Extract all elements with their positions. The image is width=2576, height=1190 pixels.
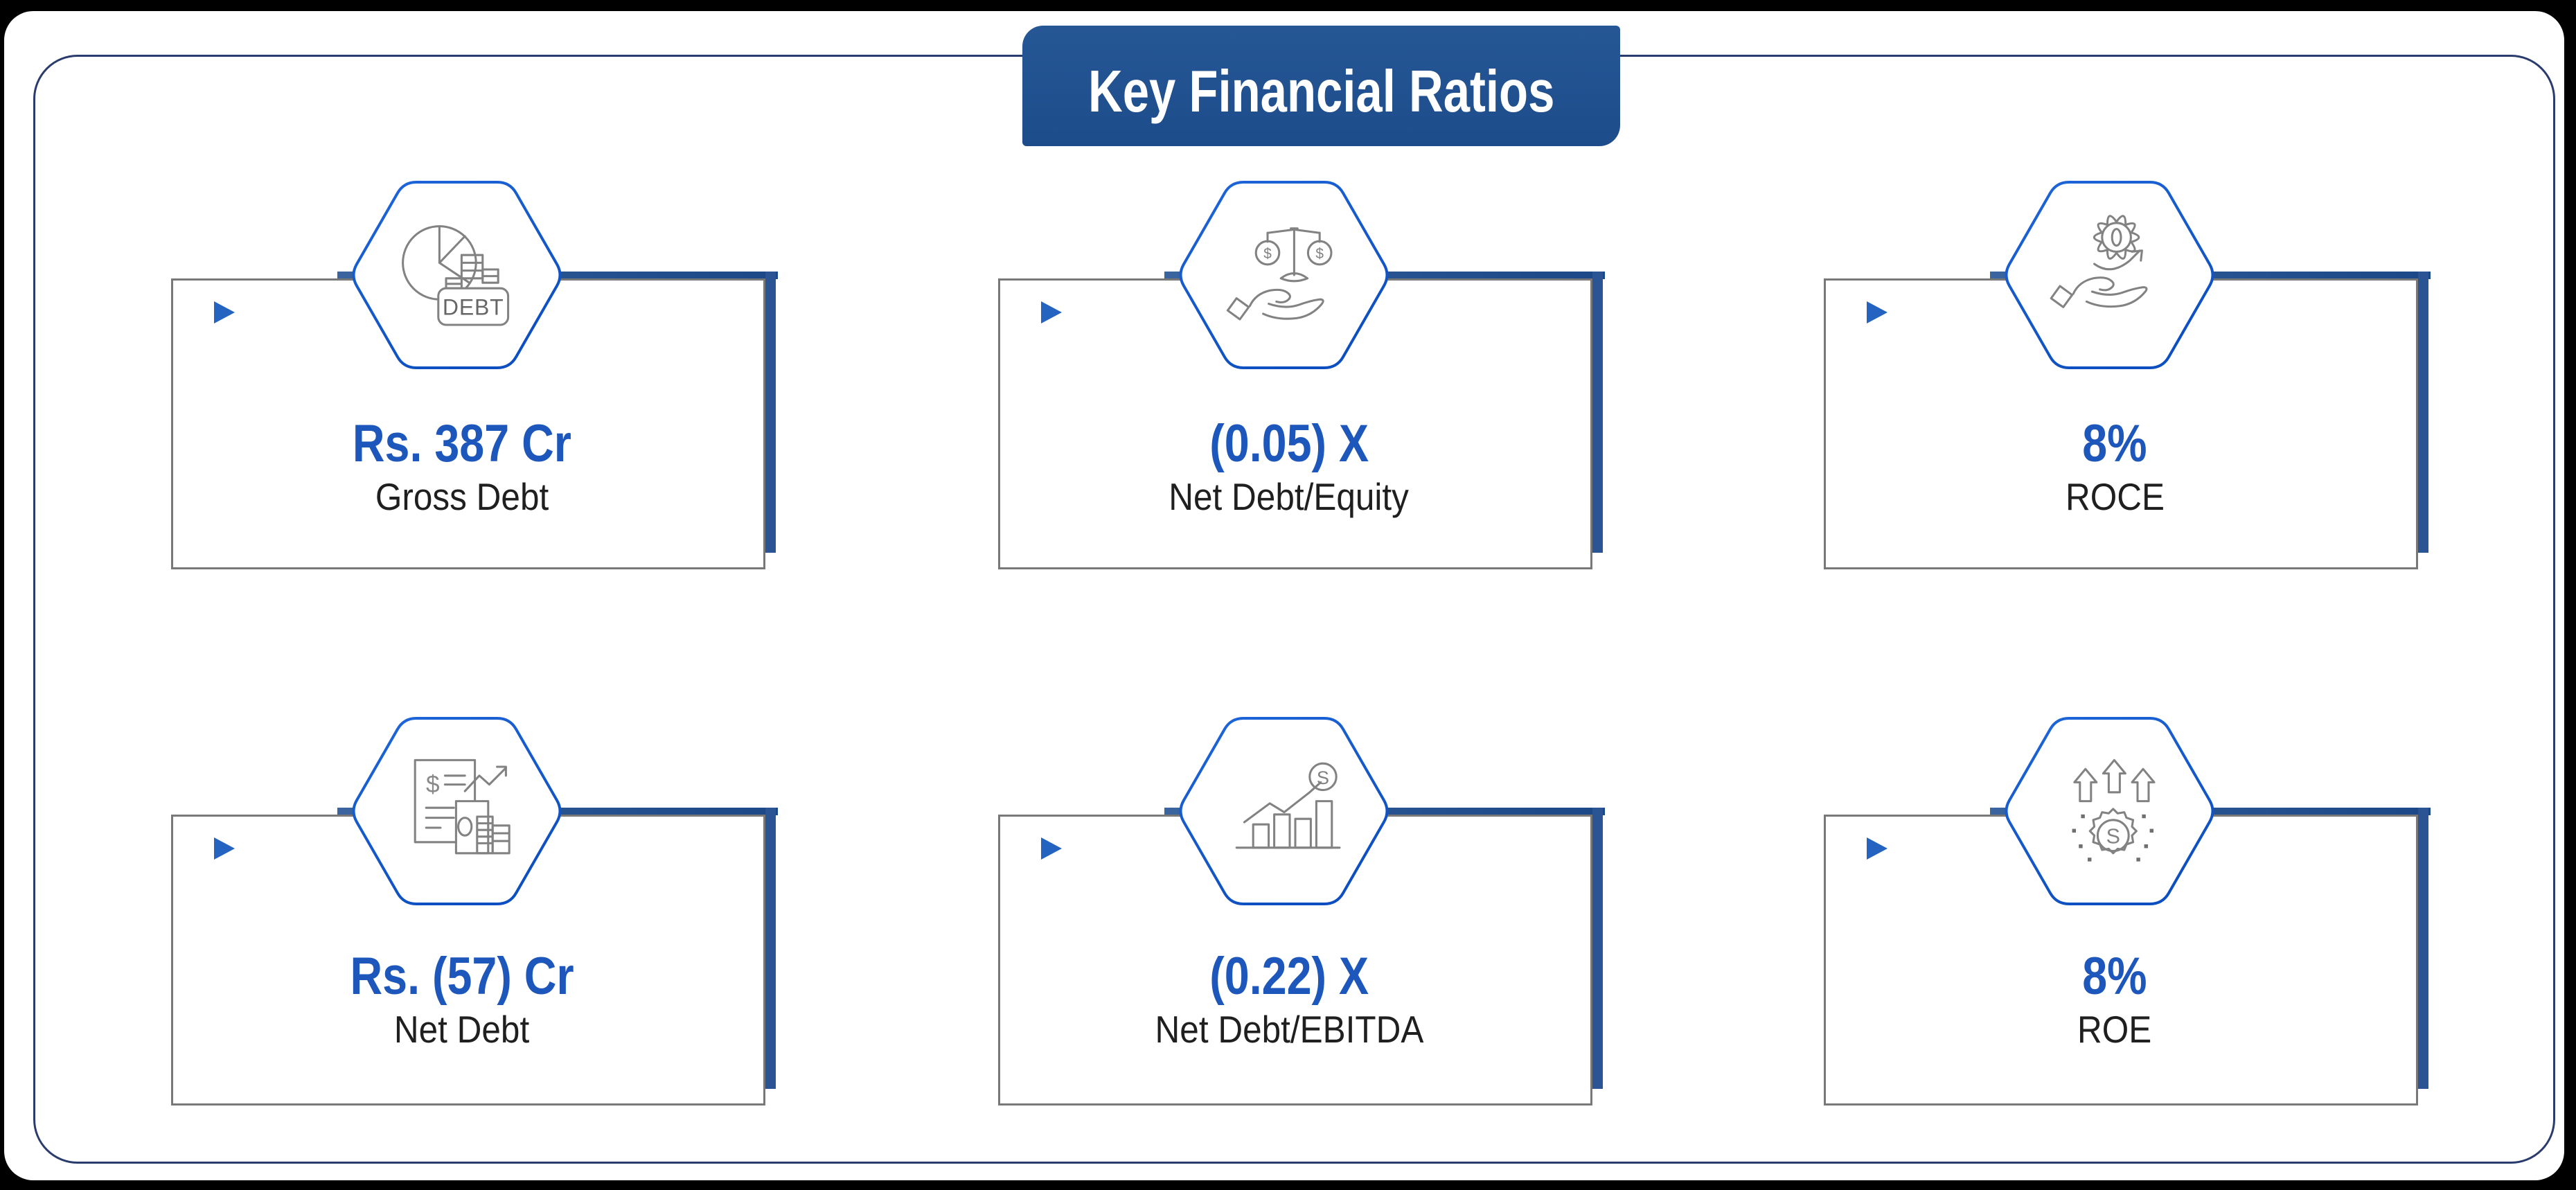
svg-text:S: S: [2106, 824, 2120, 848]
svg-text:$: $: [426, 771, 440, 798]
svg-text:S: S: [1317, 767, 1329, 788]
svg-text:$: $: [1263, 246, 1272, 262]
svg-text:$: $: [1315, 246, 1324, 262]
svg-text:DEBT: DEBT: [443, 295, 504, 320]
